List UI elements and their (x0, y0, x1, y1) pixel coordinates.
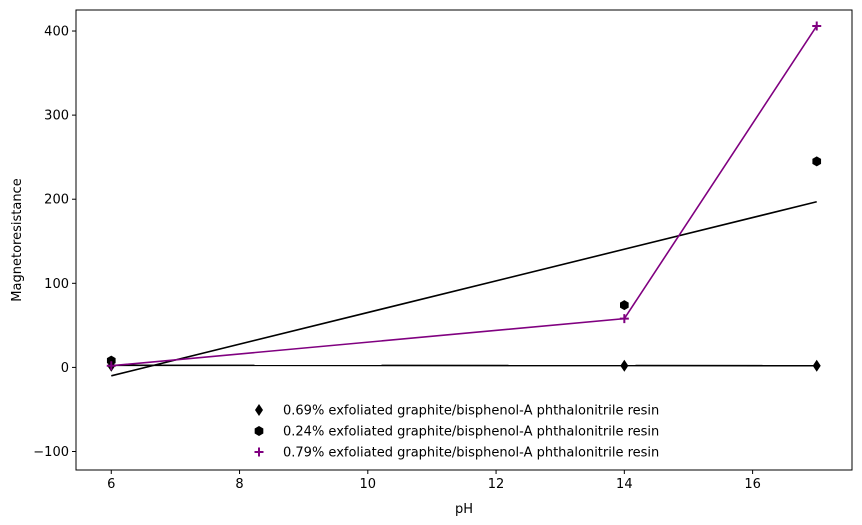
data-point-series-2 (620, 300, 629, 311)
legend-label-series-3: 0.79% exfoliated graphite/bisphenol-A ph… (283, 446, 659, 461)
y-tick-label: 400 (44, 25, 69, 40)
legend-marker-series-1 (255, 404, 263, 416)
legend-marker-series-3 (254, 447, 264, 457)
x-tick-label: 14 (616, 477, 633, 492)
x-axis-label: pH (455, 502, 473, 517)
data-points-layer (106, 21, 822, 372)
y-tick-label: 100 (44, 277, 69, 292)
fit-lines-layer (111, 25, 818, 377)
data-point-series-3 (812, 21, 822, 31)
x-axis-ticks: 6 8 10 12 14 16 (107, 470, 761, 492)
axes-layer (75, 9, 853, 471)
y-tick-label: 200 (44, 193, 69, 208)
legend-label-series-2: 0.24% exfoliated graphite/bisphenol-A ph… (283, 425, 659, 440)
data-point-series-2 (106, 355, 116, 366)
y-tick-label: 300 (44, 109, 69, 124)
legend-marker-series-2 (254, 426, 264, 436)
data-point-series-3 (106, 361, 116, 371)
legend: 0.69% exfoliated graphite/bisphenol-A ph… (254, 404, 659, 461)
y-axis-label: Magnetoresistance (10, 178, 25, 301)
x-tick-label: 6 (107, 477, 115, 492)
y-axis-ticks: −100 0 100 200 300 400 (33, 25, 76, 460)
data-point-series-1 (812, 359, 821, 372)
data-point-series-2 (812, 156, 822, 167)
y-tick-label: 0 (61, 361, 69, 376)
x-tick-label: 10 (360, 477, 377, 492)
x-tick-label: 16 (744, 477, 761, 492)
data-point-series-1 (620, 359, 629, 372)
fit-line-series-3 (111, 25, 818, 367)
x-tick-label: 12 (488, 477, 505, 492)
fit-line-series-2 (111, 200, 817, 377)
x-tick-label: 8 (235, 477, 243, 492)
y-tick-label: −100 (33, 445, 69, 460)
plot-frame (75, 9, 853, 471)
legend-label-series-1: 0.69% exfoliated graphite/bisphenol-A ph… (283, 404, 659, 419)
data-point-series-3 (619, 314, 629, 324)
